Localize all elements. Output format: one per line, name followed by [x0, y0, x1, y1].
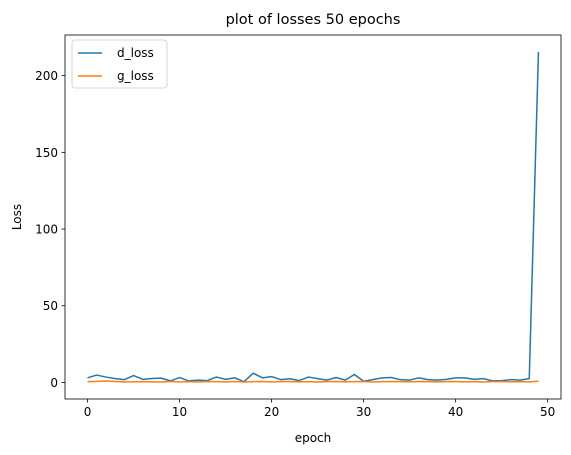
- x-tick-label: 0: [84, 405, 92, 419]
- legend-label-g-loss: g_loss: [117, 69, 154, 83]
- x-tick-label: 40: [448, 405, 463, 419]
- y-tick-label: 200: [35, 69, 58, 83]
- y-tick-label: 0: [50, 376, 58, 390]
- x-tick-label: 30: [356, 405, 371, 419]
- legend: d_loss g_loss: [71, 39, 168, 89]
- x-axis-label: epoch: [295, 431, 332, 445]
- series-line-d-loss: [87, 51, 540, 383]
- x-tick-label: 50: [540, 405, 555, 419]
- y-tick-label: 50: [43, 299, 58, 313]
- plot-area: [87, 51, 540, 383]
- axes-frame: [64, 34, 562, 400]
- y-axis-label: Loss: [10, 204, 24, 230]
- legend-label-d-loss: d_loss: [117, 46, 154, 60]
- y-tick-label: 150: [35, 146, 58, 160]
- chart-title: plot of losses 50 epochs: [226, 12, 401, 28]
- x-tick-label: 20: [264, 405, 279, 419]
- y-tick-label: 100: [35, 223, 58, 237]
- series-line-g-loss: [87, 380, 539, 383]
- x-tick-label: 10: [172, 405, 187, 419]
- axis-ticks: 0 10 20 30 40 50 0 50 100 150 200: [35, 69, 555, 419]
